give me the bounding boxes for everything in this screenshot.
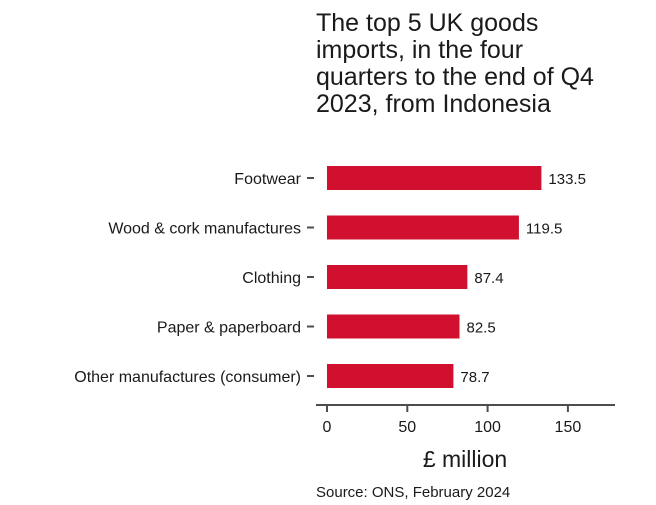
- chart-title: The top 5 UK goods imports, in the four …: [316, 10, 646, 118]
- x-axis-label: £ million: [423, 446, 507, 472]
- x-tick-label: 0: [323, 419, 332, 436]
- x-tick-label: 150: [555, 419, 582, 436]
- category-label: Footwear: [234, 171, 301, 188]
- bar: [327, 364, 454, 388]
- data-label: 133.5: [548, 171, 586, 188]
- category-label: Clothing: [242, 270, 301, 287]
- category-label: Paper & paperboard: [157, 320, 301, 337]
- bar: [327, 215, 519, 240]
- chart-title-line: quarters to the end of Q4: [316, 63, 594, 91]
- source-note: Source: ONS, February 2024: [316, 484, 511, 501]
- category-label: Wood & cork manufactures: [108, 221, 301, 238]
- data-label: 82.5: [466, 320, 495, 337]
- bar: [327, 166, 542, 190]
- bar: [327, 314, 460, 339]
- data-label: 87.4: [474, 270, 503, 287]
- category-label: Other manufactures (consumer): [74, 369, 301, 386]
- chart-title-line: The top 5 UK goods: [316, 9, 539, 37]
- x-tick-label: 100: [474, 419, 501, 436]
- data-label: 78.7: [460, 369, 489, 386]
- chart-title-line: imports, in the four: [316, 36, 524, 64]
- x-tick-label: 50: [398, 419, 416, 436]
- chart-title-line: 2023, from Indonesia: [316, 90, 551, 118]
- bar: [327, 265, 468, 289]
- data-label: 119.5: [526, 221, 562, 238]
